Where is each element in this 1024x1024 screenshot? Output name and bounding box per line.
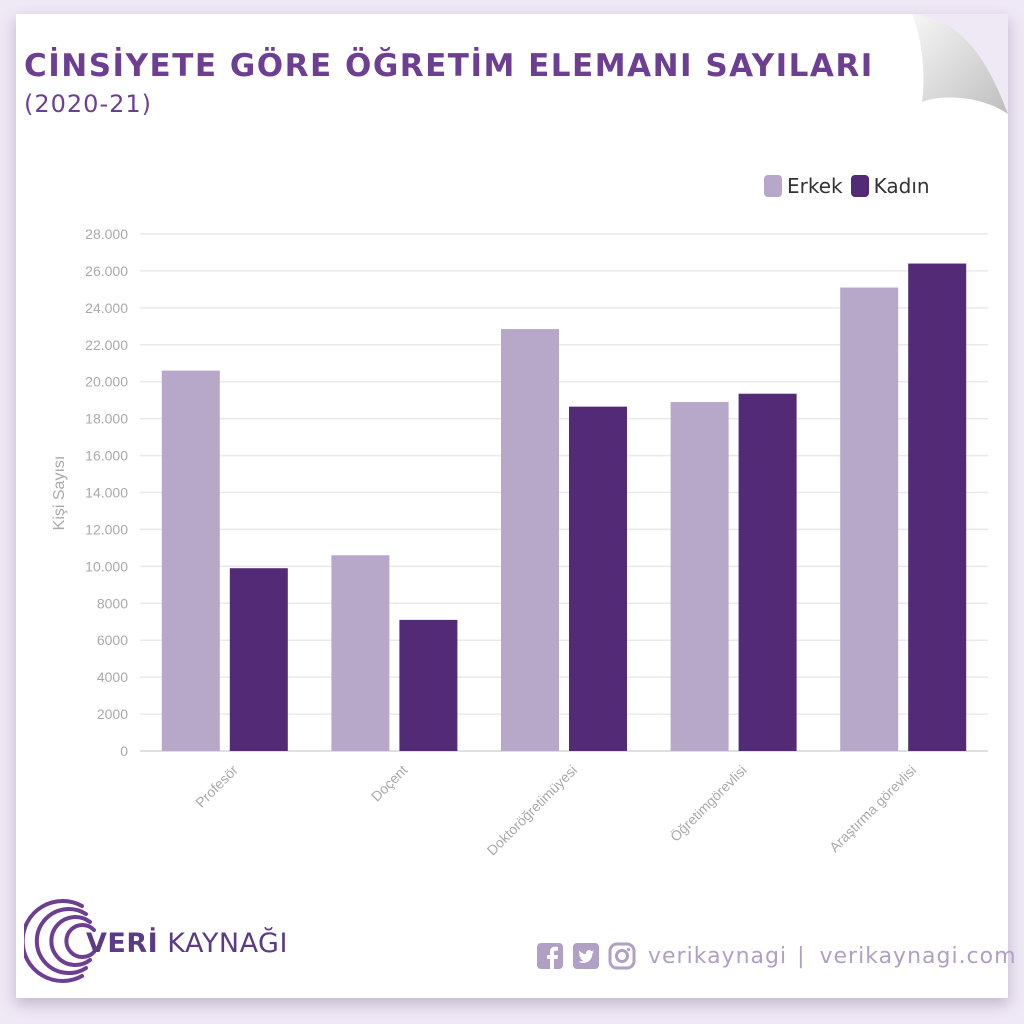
y-tick-label: 26.000 — [85, 263, 128, 279]
legend-label-kadin: Kadın — [873, 174, 930, 198]
footer-separator: | — [797, 943, 806, 969]
bar-kadn-2 — [569, 406, 627, 751]
website-link[interactable]: verikaynagi.com — [819, 943, 1017, 969]
bar-erkek-0 — [161, 370, 220, 751]
y-tick-label: 16.000 — [85, 448, 128, 464]
legend: Erkek Kadın — [764, 170, 938, 202]
y-tick-label: 22.000 — [85, 337, 128, 353]
y-tick-label: 20.000 — [85, 374, 128, 390]
social-handle[interactable]: verikaynagi — [648, 943, 788, 969]
x-tick-label: Araştırma görevlisi — [826, 762, 919, 855]
brand-name: VERİ KAYNAĞI — [86, 928, 288, 959]
legend-item-erkek: Erkek — [764, 174, 843, 198]
facebook-icon[interactable] — [536, 942, 564, 970]
chart-subtitle: (2020-21) — [24, 90, 153, 118]
y-tick-label: 10.000 — [85, 558, 128, 574]
chart-title: CİNSİYETE GÖRE ÖĞRETİM ELEMANI SAYILARI — [24, 48, 874, 84]
y-tick-label: 12.000 — [85, 521, 128, 537]
y-tick-label: 2000 — [97, 706, 128, 722]
y-tick-label: 18.000 — [85, 411, 128, 427]
brand-name-bold: VERİ — [86, 928, 159, 959]
x-tick-label: Profesör — [192, 762, 241, 811]
y-tick-label: 6000 — [97, 632, 128, 648]
veri-kaynagi-logo-icon — [24, 899, 96, 983]
x-tick-label: Doktoröğretimüyesi — [484, 762, 581, 859]
y-axis-label: Kişi Sayısı — [51, 456, 68, 531]
y-tick-label: 0 — [120, 743, 128, 759]
legend-label-erkek: Erkek — [787, 174, 843, 198]
bar-kadn-1 — [399, 619, 458, 751]
y-tick-label: 14.000 — [85, 485, 128, 501]
bar-erkek-3 — [670, 402, 729, 751]
y-tick-label: 4000 — [97, 669, 128, 685]
bar-erkek-4 — [840, 287, 899, 751]
instagram-icon[interactable] — [608, 942, 636, 970]
bar-erkek-1 — [331, 555, 390, 751]
page-curl — [912, 14, 1008, 114]
x-tick-label: Doçent — [368, 762, 411, 805]
y-tick-label: 8000 — [97, 595, 128, 611]
y-tick-label: 28.000 — [85, 226, 128, 242]
bar-kadn-0 — [229, 568, 288, 751]
brand-name-rest: KAYNAĞI — [158, 928, 288, 959]
twitter-icon[interactable] — [572, 942, 600, 970]
bar-kadn-3 — [738, 393, 797, 751]
bar-kadn-4 — [908, 263, 967, 751]
bar-erkek-2 — [501, 329, 559, 751]
social-links: verikaynagi | verikaynagi.com — [536, 940, 1017, 972]
legend-swatch-erkek — [764, 175, 782, 197]
legend-swatch-kadin — [850, 175, 869, 197]
x-tick-label: Öğretimgörevlisi — [666, 761, 750, 845]
legend-item-kadin: Kadın — [850, 174, 930, 198]
y-tick-label: 24.000 — [85, 300, 128, 316]
